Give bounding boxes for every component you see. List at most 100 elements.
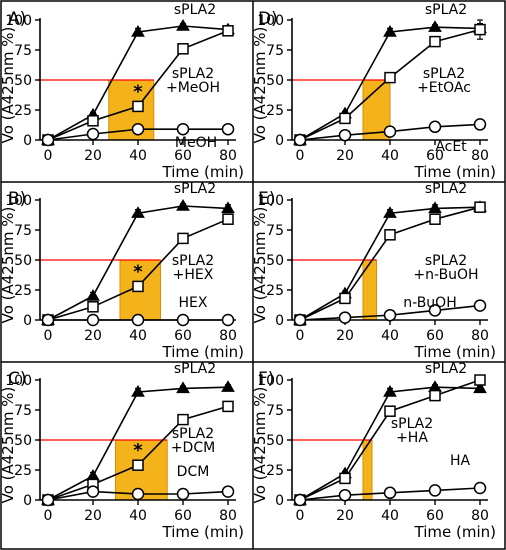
data-point	[131, 122, 145, 136]
data-point	[221, 313, 235, 327]
x-axis-label: Time (min)	[414, 343, 496, 361]
x-tick-label: 0	[44, 508, 53, 524]
series-label-line: DCM	[177, 464, 210, 480]
y-tick-label: 75	[266, 223, 284, 239]
y-tick-label: 100	[257, 13, 284, 29]
panels: A) 0 25 50 75 100 0 20 40 60 80 Vo (A425nm %) Time (…	[0, 2, 496, 541]
x-tick-label: 40	[129, 328, 147, 344]
y-tick-label: 0	[23, 493, 32, 509]
series-label-line: sPLA2	[172, 426, 214, 442]
series-2: HEX	[41, 295, 235, 327]
data-point	[338, 311, 352, 324]
data-point	[428, 20, 442, 32]
series-2: HA	[293, 453, 487, 507]
series-label: sPLA2	[174, 181, 216, 197]
y-tick-label: 50	[14, 433, 32, 449]
data-point	[474, 374, 486, 386]
series-label-line: AcEt	[435, 139, 467, 155]
x-tick-label: 60	[426, 148, 444, 164]
data-point	[222, 213, 234, 225]
y-axis-label: Vo (A425nm %)	[251, 207, 269, 324]
x-axis-label: Time (min)	[162, 343, 244, 361]
series-2: AcEt	[293, 118, 487, 155]
data-point	[176, 381, 190, 394]
x-tick-label: 0	[296, 328, 305, 344]
panel-label: B)	[8, 189, 26, 209]
panel-b: B) 0 25 50 75 100 0 20 40 60 80 Vo (A425nm %) Time (…	[0, 181, 244, 361]
series-label-line: +MeOH	[166, 80, 220, 96]
series-label-line: MeOH	[175, 135, 217, 151]
data-point	[383, 308, 397, 322]
series-label: HEX	[179, 295, 208, 311]
data-point	[383, 486, 397, 500]
data-point	[131, 25, 145, 37]
series-label: sPLA2 +DCM	[171, 426, 215, 456]
data-point	[428, 201, 442, 214]
series-2: DCM	[41, 464, 235, 507]
data-point	[132, 280, 144, 293]
y-tick-label: 0	[23, 133, 32, 149]
data-point	[87, 115, 99, 127]
data-point	[473, 118, 487, 131]
panel-a: A) 0 25 50 75 100 0 20 40 60 80 Vo (A425nm %) Time (…	[0, 2, 244, 181]
data-point	[131, 385, 145, 397]
data-point	[86, 289, 100, 301]
data-point	[176, 487, 190, 501]
data-point	[132, 459, 144, 471]
y-axis-label: Vo (A425nm %)	[251, 27, 269, 144]
data-point	[429, 35, 441, 48]
series-label-line: sPLA2	[425, 253, 467, 269]
y-tick-label: 50	[266, 253, 284, 269]
significance-asterisk: *	[133, 81, 143, 102]
series-label-line: sPLA2	[423, 66, 465, 82]
y-axis-label: Vo (A425nm %)	[0, 387, 17, 504]
series-label: sPLA2	[174, 2, 216, 18]
series-label: sPLA2	[174, 361, 216, 377]
x-tick-label: 0	[296, 508, 305, 524]
series-label-line: sPLA2	[425, 181, 467, 197]
data-point	[293, 313, 307, 327]
x-tick-label: 60	[174, 148, 192, 164]
x-tick-label: 20	[336, 328, 354, 344]
y-tick-label: 75	[14, 223, 32, 239]
series-label-line: +DCM	[171, 440, 215, 456]
series-label: sPLA2 +MeOH	[166, 66, 220, 96]
x-tick-label: 40	[381, 508, 399, 524]
significance-asterisk: *	[133, 261, 143, 282]
y-axis-label: Vo (A425nm %)	[0, 27, 17, 144]
y-tick-label: 50	[14, 253, 32, 269]
panel-c: C) 0 25 50 75 100 0 20 40 60 80 Vo (A425nm %) Time (…	[0, 361, 244, 541]
panel-e: E) 0 25 50 75 100 0 20 40 60 80 Vo (A425nm %) Time (…	[251, 181, 496, 361]
panel-label: C)	[8, 369, 27, 389]
x-tick-label: 40	[381, 328, 399, 344]
x-tick-label: 60	[174, 328, 192, 344]
x-axis-label: Time (min)	[162, 523, 244, 541]
data-point	[177, 413, 189, 426]
data-point	[474, 201, 486, 213]
series-label-line: sPLA2	[425, 361, 467, 377]
data-point	[86, 313, 100, 327]
x-tick-label: 40	[129, 508, 147, 524]
panel-label: A)	[8, 9, 26, 29]
data-point	[222, 400, 234, 413]
series-label: MeOH	[175, 135, 217, 151]
data-point	[176, 199, 190, 211]
data-point	[428, 484, 442, 497]
x-tick-label: 80	[219, 328, 237, 344]
series-2: MeOH	[41, 122, 235, 151]
series-label: sPLA2	[425, 361, 467, 377]
series-label-line: sPLA2	[174, 2, 216, 18]
data-point	[221, 380, 235, 392]
y-tick-label: 75	[266, 43, 284, 59]
series-label: n-BuOH	[403, 295, 456, 311]
series-label: sPLA2	[425, 181, 467, 197]
data-point	[131, 487, 145, 501]
y-tick-label: 0	[275, 493, 284, 509]
series-label-line: HA	[450, 453, 471, 469]
series-label-line: sPLA2	[174, 181, 216, 197]
x-tick-label: 0	[296, 148, 305, 164]
data-point	[221, 122, 235, 136]
data-point	[131, 313, 145, 327]
series-1: sPLA2 +HEX	[42, 213, 234, 326]
series-label: sPLA2 +HA	[391, 416, 433, 446]
